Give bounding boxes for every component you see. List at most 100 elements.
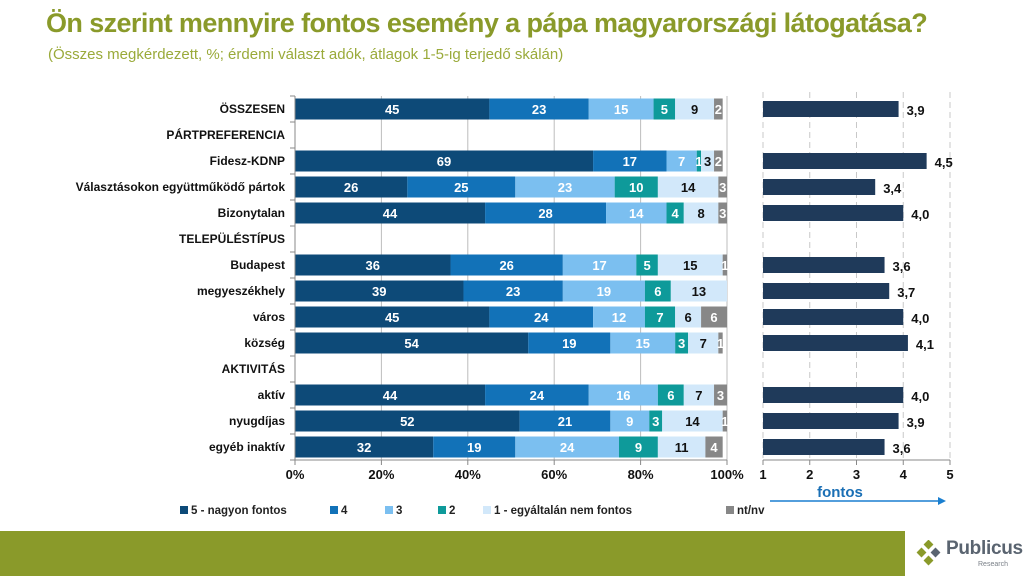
bar-segment <box>675 98 715 120</box>
bar-value-label: 25 <box>454 180 468 195</box>
category-labels: ÖSSZESEN PÁRTPREFERENCIA Fidesz-KDNP Válasz… <box>76 101 286 454</box>
bar-value-label: 5 <box>661 102 668 117</box>
bar-segment <box>485 384 589 406</box>
bar-value-label: 4 <box>710 440 718 455</box>
bar-value-label: 45 <box>385 102 399 117</box>
legend-item: 3 <box>385 505 402 517</box>
page-subtitle: (Összes megkérdezett, %; érdemi választ … <box>48 46 564 63</box>
bar-value-label: 7 <box>700 336 707 351</box>
average-value-label: 3,6 <box>893 441 911 456</box>
footer-bar <box>0 531 905 576</box>
category-label: aktív <box>258 388 286 402</box>
category-label: Fidesz-KDNP <box>210 154 285 168</box>
bar-segment <box>714 98 723 120</box>
legend-item: 4 <box>330 505 348 517</box>
average-bar <box>763 413 899 429</box>
average-value-label: 4,0 <box>911 207 929 222</box>
bar-value-label: 26 <box>499 258 513 273</box>
bar-segment <box>528 332 611 354</box>
legend-swatch <box>483 506 491 514</box>
average-bar <box>763 283 890 299</box>
legend-item: 1 - egyáltalán nem fontos <box>483 505 632 517</box>
average-value-label: 3,9 <box>907 103 925 118</box>
bar-value-label: 23 <box>506 284 520 299</box>
logo-mark-icon <box>916 540 941 566</box>
category-label: Budapest <box>230 258 285 272</box>
bar-value-label: 1 <box>695 154 702 169</box>
average-value-label: 4,5 <box>935 155 953 170</box>
bar-segment <box>657 384 684 406</box>
bar-segment <box>593 306 645 328</box>
bar-value-label: 14 <box>629 206 644 221</box>
x-tick-label: 5 <box>946 467 953 482</box>
bar-segment <box>515 176 615 198</box>
stacked-chart-bars: 45 23 15 5 9 269 17 7 1 3 226 25 23 10 14 344 28 14 4 8 336 2… <box>295 98 728 458</box>
bar-segment <box>606 202 667 224</box>
category-label: ÖSSZESEN <box>220 101 285 116</box>
section-header: AKTIVITÁS <box>222 361 285 376</box>
bar-value-label: 17 <box>623 154 637 169</box>
average-chart-x-axis: 1 2 3 4 5 <box>759 459 954 482</box>
bar-value-label: 15 <box>636 336 650 351</box>
logo-name: Publicus <box>946 538 1023 559</box>
legend-item: 2 <box>438 505 455 517</box>
bar-value-label: 7 <box>656 310 663 325</box>
average-value-label: 3,4 <box>883 181 902 196</box>
category-label: város <box>253 310 285 324</box>
bar-value-label: 36 <box>366 258 380 273</box>
bar-value-label: 11 <box>675 440 689 455</box>
average-value-label: 3,6 <box>893 259 911 274</box>
bar-segment <box>705 436 723 458</box>
category-label: megyeszékhely <box>197 284 285 298</box>
bar-segment <box>295 384 486 406</box>
legend-swatch <box>180 506 188 514</box>
bar-segment <box>701 150 715 172</box>
bar-segment <box>610 332 676 354</box>
bar-segment <box>718 332 723 354</box>
bar-value-label: 24 <box>530 388 545 403</box>
legend-label: 3 <box>396 505 402 517</box>
bar-segment <box>489 306 594 328</box>
average-bar <box>763 101 899 117</box>
bar-value-label: 1 <box>721 258 728 273</box>
legend-label: nt/nv <box>737 505 765 517</box>
bar-segment <box>295 254 451 276</box>
bar-segment <box>657 254 723 276</box>
bar-value-label: 3 <box>717 388 724 403</box>
bar-segment <box>295 280 464 302</box>
x-tick-label: 60% <box>541 467 567 482</box>
bar-value-label: 9 <box>691 102 698 117</box>
bar-value-label: 6 <box>710 310 717 325</box>
bar-segment <box>295 410 520 432</box>
bar-segment <box>519 410 611 432</box>
bar-value-label: 52 <box>400 414 414 429</box>
section-header: TELEPÜLÉSTÍPUS <box>179 231 285 246</box>
bar-value-label: 15 <box>614 102 628 117</box>
legend-swatch <box>438 506 446 514</box>
bar-value-label: 3 <box>719 180 726 195</box>
bar-segment <box>463 280 563 302</box>
bar-value-label: 54 <box>404 336 419 351</box>
bar-segment <box>714 150 723 172</box>
bar-segment <box>688 332 719 354</box>
average-value-label: 4,0 <box>911 311 929 326</box>
x-tick-label: 100% <box>710 467 744 482</box>
bar-segment <box>295 202 486 224</box>
bar-segment <box>657 436 706 458</box>
average-value-label: 4,1 <box>916 337 934 352</box>
bar-value-label: 24 <box>534 310 549 325</box>
category-label: község <box>244 336 285 350</box>
legend-swatch <box>385 506 393 514</box>
average-bar <box>763 309 904 325</box>
bar-segment <box>636 254 658 276</box>
bar-value-label: 28 <box>538 206 552 221</box>
bar-value-label: 6 <box>667 388 674 403</box>
bar-value-label: 19 <box>467 440 481 455</box>
bar-segment <box>562 254 637 276</box>
bar-value-label: 39 <box>372 284 386 299</box>
arrow-head-icon <box>938 497 946 505</box>
bar-segment <box>666 150 697 172</box>
bar-segment <box>670 280 727 302</box>
bar-segment <box>722 410 727 432</box>
